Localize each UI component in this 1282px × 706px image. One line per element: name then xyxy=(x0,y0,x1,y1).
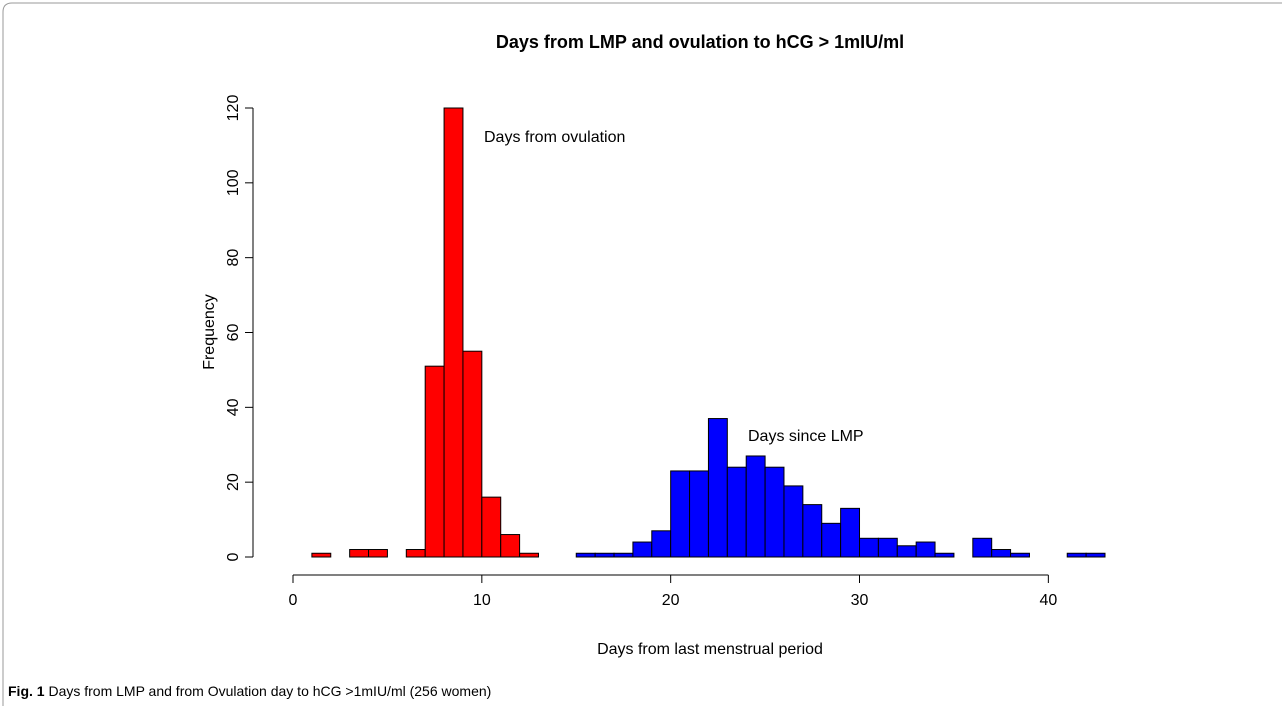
bar xyxy=(500,534,521,558)
bar xyxy=(840,507,861,558)
bar xyxy=(877,537,898,558)
y-tick-label: 0 xyxy=(225,552,242,561)
bar xyxy=(632,541,653,558)
x-tick-label: 0 xyxy=(289,592,298,609)
bar xyxy=(783,485,804,558)
bar xyxy=(405,549,426,558)
y-tick-label: 120 xyxy=(225,95,242,122)
bar xyxy=(915,541,936,558)
x-axis-label: Days from last menstrual period xyxy=(597,641,823,658)
bar xyxy=(311,552,332,558)
x-tick-label: 40 xyxy=(1039,592,1057,609)
bar xyxy=(462,350,483,558)
bar xyxy=(670,470,691,558)
bar xyxy=(519,552,539,558)
x-tick-label: 30 xyxy=(851,592,869,609)
x-tick-label: 10 xyxy=(473,592,491,609)
bar xyxy=(424,365,445,558)
bar xyxy=(481,496,502,558)
bar xyxy=(349,549,370,558)
x-tick-label: 20 xyxy=(662,592,680,609)
bar xyxy=(443,107,464,558)
annotation: Days since LMP xyxy=(748,428,864,445)
bar xyxy=(368,549,388,558)
bar xyxy=(613,552,634,558)
y-tick-label: 60 xyxy=(225,324,242,342)
chart-title: Days from LMP and ovulation to hCG > 1mI… xyxy=(496,32,904,52)
bar xyxy=(726,466,747,558)
bar xyxy=(802,504,823,558)
bar xyxy=(689,470,709,558)
bar xyxy=(745,455,766,558)
bar xyxy=(651,530,672,558)
caption: Fig. 1 Days from LMP and from Ovulation … xyxy=(8,683,491,699)
bar xyxy=(972,537,993,558)
bar xyxy=(764,466,785,558)
bar xyxy=(934,552,955,558)
bar xyxy=(1085,552,1106,558)
bar xyxy=(896,545,917,558)
bar xyxy=(1010,552,1030,558)
bar xyxy=(594,552,615,558)
annotation: Days from ovulation xyxy=(484,129,625,146)
bar xyxy=(821,522,842,558)
bar xyxy=(859,537,879,558)
bar xyxy=(575,552,596,558)
y-axis-label: Frequency xyxy=(201,294,218,370)
caption-label: Fig. 1 xyxy=(8,683,45,699)
bar xyxy=(991,549,1012,558)
y-tick-label: 100 xyxy=(225,169,242,196)
bar xyxy=(707,418,728,558)
y-tick-label: 80 xyxy=(225,249,242,267)
bar xyxy=(1066,552,1087,558)
caption-text: Days from LMP and from Ovulation day to … xyxy=(48,683,491,699)
y-tick-label: 40 xyxy=(225,398,242,416)
y-tick-label: 20 xyxy=(225,473,242,491)
